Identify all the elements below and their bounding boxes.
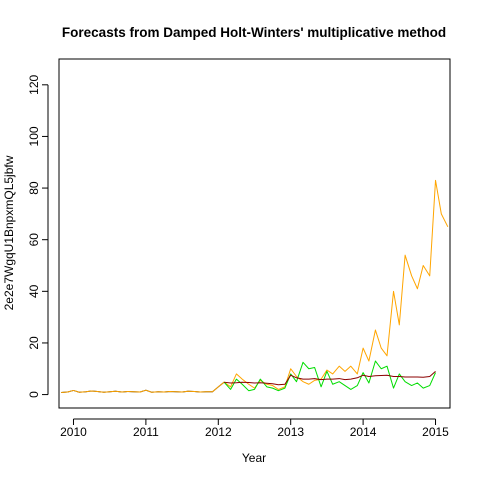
- x-tick-label: 2014: [350, 425, 377, 439]
- series-line-3: [224, 370, 436, 386]
- y-axis: 0 20 40 60 80 100 120: [27, 74, 49, 398]
- x-axis-label: Year: [242, 451, 266, 465]
- y-tick-label: 120: [27, 74, 41, 94]
- y-tick-label: 100: [27, 126, 41, 146]
- series-line-1: [61, 179, 449, 394]
- y-axis-label: 2e2e7WgqU1BnpxmQL5jbfw: [2, 155, 16, 310]
- chart-title: Forecasts from Damped Holt-Winters' mult…: [62, 25, 446, 40]
- y-tick-label: 20: [27, 336, 41, 350]
- x-tick-label: 2015: [422, 425, 449, 439]
- x-tick-label: 2010: [60, 425, 87, 439]
- y-tick-label: 0: [27, 391, 41, 398]
- x-tick-label: 2011: [133, 425, 159, 439]
- x-tick-label: 2013: [277, 425, 304, 439]
- y-tick-label: 40: [27, 284, 41, 298]
- series-layer: [61, 179, 449, 394]
- y-tick-label: 80: [27, 181, 41, 195]
- y-tick-label: 60: [27, 233, 41, 247]
- x-axis: 2010 2011 2012 2013 2014 2015: [60, 418, 449, 439]
- x-tick-label: 2012: [205, 425, 232, 439]
- series-line-2: [223, 360, 436, 392]
- plot-frame: [58, 58, 451, 409]
